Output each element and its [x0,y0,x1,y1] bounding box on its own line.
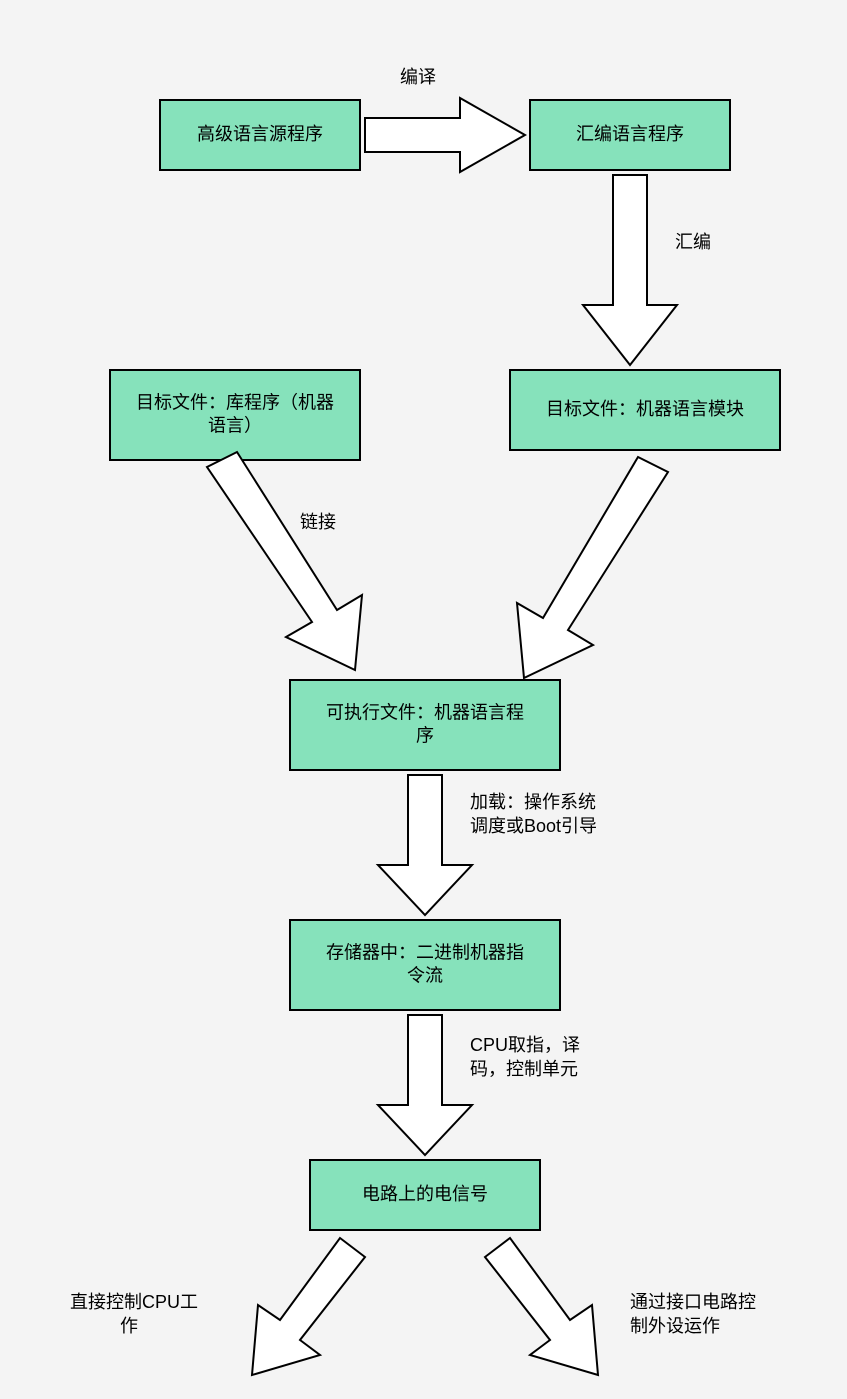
arrow-assemble: 汇编 [583,175,711,365]
node-source: 高级语言源程序 [160,100,360,170]
node-objmod-text: 目标文件：机器语言模块 [546,399,744,419]
node-objlib: 目标文件：库程序（机器语言） [110,370,360,460]
node-signal-text: 电路上的电信号 [362,1184,488,1204]
arrow-link-label: 链接 [300,512,336,532]
arrow-load-shape [378,775,472,915]
arrow-right-label: 通过接口电路控 制外设运作 [630,1292,761,1336]
arrow-left-label: 直接控制CPU工 作 [70,1292,203,1336]
flowchart: 高级语言源程序 汇编语言程序 目标文件：库程序（机器语言） 目标文件：机器语言模… [0,0,847,1399]
node-asm: 汇编语言程序 [530,100,730,170]
node-objmod: 目标文件：机器语言模块 [510,370,780,450]
arrow-compile: 编译 [365,67,525,172]
arrow-compile-label: 编译 [400,67,436,87]
node-mem: 存储器中：二进制机器指令流 [290,920,560,1010]
arrow-cpu: CPU取指，译 码，控制单元 [378,1015,585,1155]
arrow-left: 直接控制CPU工 作 [70,1238,365,1375]
arrow-cpu-label: CPU取指，译 码，控制单元 [470,1035,585,1079]
arrow-right-shape [485,1238,598,1375]
arrow-right: 通过接口电路控 制外设运作 [485,1238,761,1375]
arrow-compile-shape [365,98,525,172]
node-exe: 可执行文件：机器语言程序 [290,680,560,770]
arrow-objmod-exe-shape [517,457,668,678]
arrow-assemble-label: 汇编 [675,232,711,252]
arrow-left-shape [252,1238,365,1375]
arrow-load: 加载：操作系统 调度或Boot引导 [378,775,601,915]
arrow-objmod-exe [517,457,668,678]
arrow-load-label: 加载：操作系统 调度或Boot引导 [470,792,601,836]
arrow-link: 链接 [207,452,362,670]
node-source-text: 高级语言源程序 [197,124,323,144]
arrow-link-shape [207,452,362,670]
arrow-assemble-shape [583,175,677,365]
node-signal: 电路上的电信号 [310,1160,540,1230]
node-asm-text: 汇编语言程序 [576,124,684,144]
arrow-cpu-shape [378,1015,472,1155]
